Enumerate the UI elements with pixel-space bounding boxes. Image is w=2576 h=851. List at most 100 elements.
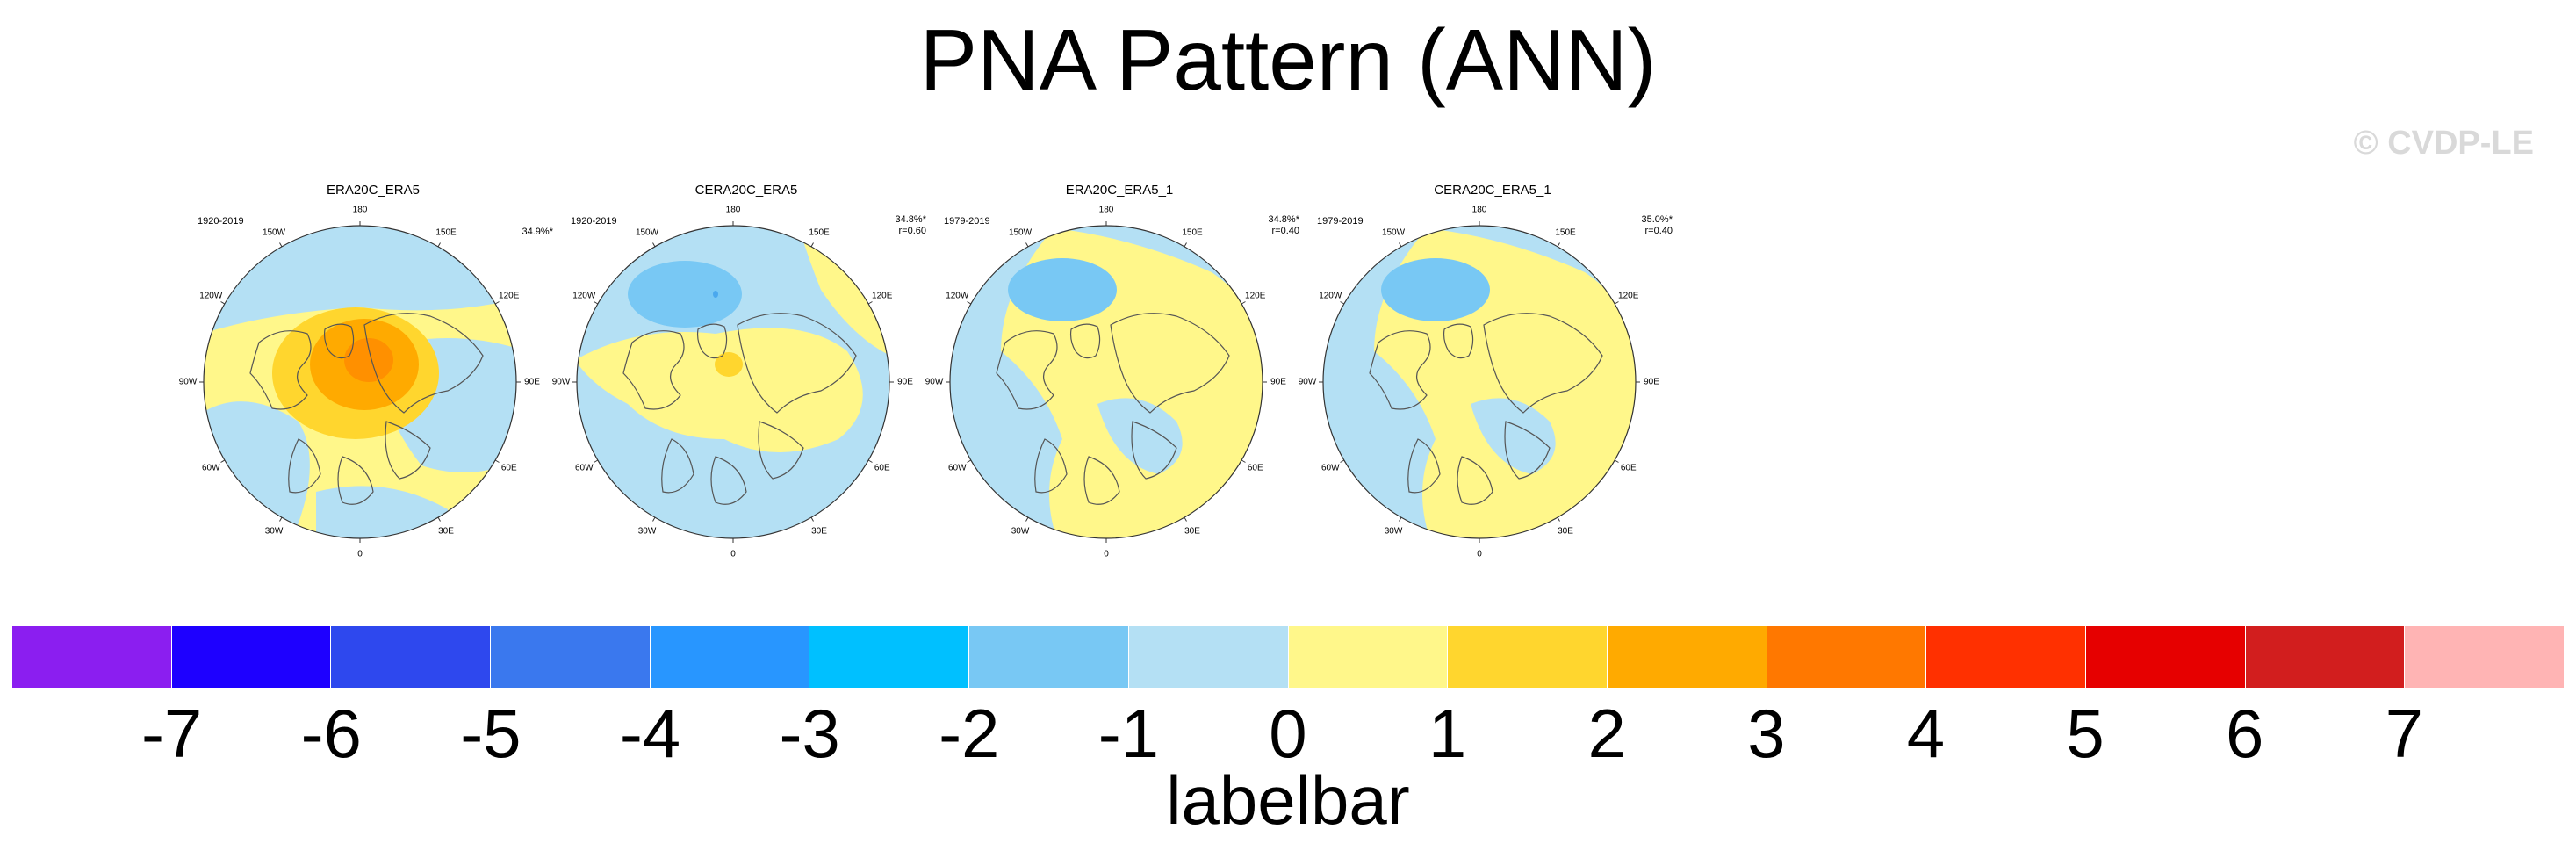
coastline	[385, 421, 431, 480]
longitude-tick	[279, 242, 283, 248]
figure-title: PNA Pattern (ANN)	[919, 11, 1657, 108]
coastline	[737, 313, 857, 414]
longitude-label: 30E	[811, 526, 827, 537]
coastline	[323, 323, 355, 359]
coastline	[1083, 456, 1120, 505]
panel-title: ERA20C_ERA5	[327, 183, 420, 198]
longitude-tick	[1340, 301, 1345, 305]
panel-percent-variance: 34.8%* r=0.60	[895, 214, 926, 236]
longitude-tick	[594, 459, 599, 463]
longitude-label: 120W	[199, 291, 223, 301]
longitude-label: 90E	[524, 377, 540, 387]
longitude-tick	[810, 516, 814, 522]
longitude-label: 120E	[872, 291, 893, 301]
longitude-label: 180	[1471, 205, 1487, 215]
longitude-tick	[1557, 516, 1560, 522]
panel-period: 1920-2019	[198, 216, 244, 227]
panel-title: ERA20C_ERA5_1	[1065, 183, 1174, 198]
labelbar-swatch	[1607, 626, 1767, 688]
anomaly-region	[1097, 398, 1183, 474]
labelbar-tick-label: 1	[1428, 695, 1467, 772]
anomaly-region	[628, 261, 742, 328]
longitude-tick	[1025, 242, 1029, 248]
panel-period: 1979-2019	[944, 216, 990, 227]
longitude-label: 60W	[201, 463, 220, 473]
coastline	[710, 456, 747, 505]
longitude-tick	[1241, 459, 1246, 463]
labelbar-swatch	[809, 626, 970, 688]
coastline	[1407, 438, 1441, 494]
longitude-label: 60W	[574, 463, 594, 473]
longitude-label: 90W	[925, 377, 944, 387]
longitude-label: 0	[730, 549, 736, 559]
longitude-tick	[652, 242, 656, 248]
coastline	[1369, 330, 1431, 410]
labelbar-swatch	[1448, 626, 1608, 688]
map-panel: CERA20C_ERA5 1920-2019 34.8%* r=0.60 180 1…	[552, 176, 935, 562]
longitude-tick	[437, 242, 441, 248]
longitude-label: 0	[1104, 549, 1109, 559]
longitude-tick	[1241, 301, 1246, 305]
coastline	[758, 421, 804, 480]
longitude-label: 120E	[499, 291, 520, 301]
longitude-label: 150W	[1008, 227, 1033, 238]
longitude-tick	[867, 459, 873, 463]
longitude-label: 90E	[897, 377, 913, 387]
longitude-label: 90E	[1270, 377, 1286, 387]
anomaly-region	[713, 291, 718, 298]
longitude-tick	[967, 301, 972, 305]
labelbar-swatch	[650, 626, 810, 688]
longitude-label: 120W	[572, 291, 596, 301]
longitude-label: 90W	[551, 377, 571, 387]
longitude-label: 60W	[947, 463, 967, 473]
map-panel: ERA20C_ERA5 1920-2019 34.9%* 180 150E 120E…	[179, 176, 562, 562]
longitude-tick	[1399, 516, 1402, 522]
coastline	[996, 330, 1058, 410]
labelbar-tick-label: 2	[1587, 695, 1626, 772]
longitude-label: 120W	[946, 291, 969, 301]
longitude-label: 0	[357, 549, 363, 559]
anomaly-region	[316, 486, 448, 538]
longitude-label: 30W	[637, 526, 657, 537]
longitude-label: 90W	[178, 377, 198, 387]
coastline	[1443, 323, 1474, 359]
longitude-tick	[1184, 516, 1187, 522]
longitude-label: 30E	[438, 526, 454, 537]
coastline	[1034, 438, 1068, 494]
labelbar-swatch	[969, 626, 1129, 688]
longitude-tick	[1025, 516, 1029, 522]
anomaly-region	[715, 352, 743, 377]
labelbar-tick-label: 6	[2226, 695, 2264, 772]
panel-title: CERA20C_ERA5_1	[1434, 183, 1551, 198]
panel-period: 1920-2019	[571, 216, 617, 227]
polar-map	[946, 221, 1267, 543]
map-panels: ERA20C_ERA5 1920-2019 34.9%* 180 150E 120E…	[0, 176, 2576, 562]
longitude-tick	[810, 242, 814, 248]
longitude-label: 30W	[1384, 526, 1403, 537]
coastline	[1457, 456, 1493, 505]
longitude-label: 30E	[1184, 526, 1200, 537]
longitude-label: 120E	[1245, 291, 1266, 301]
longitude-label: 60E	[1247, 463, 1263, 473]
labelbar-tick-label: 5	[2066, 695, 2105, 772]
anomaly-region	[577, 328, 863, 452]
longitude-tick	[494, 301, 500, 305]
coastline	[1504, 421, 1551, 480]
labelbar-swatch	[1288, 626, 1449, 688]
longitude-tick	[279, 516, 283, 522]
coastline	[337, 456, 374, 505]
longitude-tick	[220, 459, 226, 463]
labelbar-tick-label: -1	[1097, 695, 1160, 772]
longitude-label: 180	[725, 205, 741, 215]
longitude-label: 150W	[262, 227, 286, 238]
coastline	[249, 330, 312, 410]
labelbar-tick-label: 7	[2385, 695, 2424, 772]
labelbar-swatch	[171, 626, 332, 688]
longitude-label: 0	[1477, 549, 1482, 559]
longitude-label: 150W	[1381, 227, 1406, 238]
longitude-label: 60E	[500, 463, 517, 473]
labelbar-swatch	[1128, 626, 1289, 688]
coastline	[661, 438, 694, 494]
coastline	[1110, 313, 1230, 414]
longitude-label: 30W	[264, 526, 284, 537]
